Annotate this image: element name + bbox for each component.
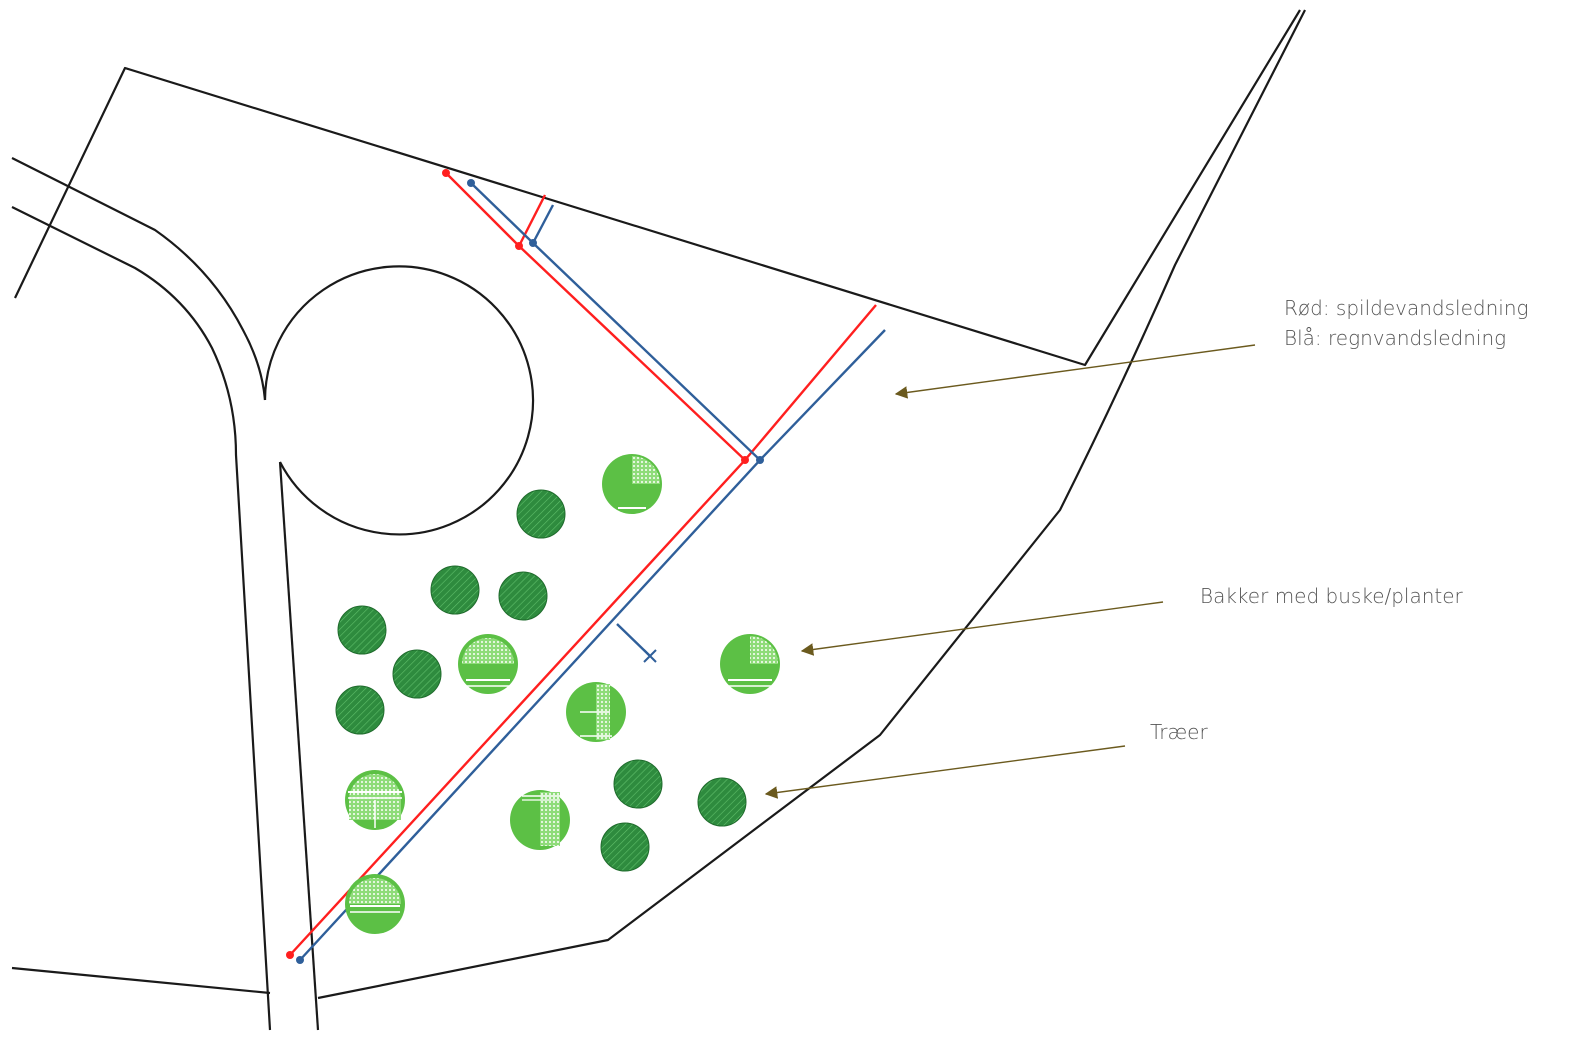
road-edge-south xyxy=(11,206,272,1031)
tree-icon xyxy=(600,822,650,872)
road-edge-inner xyxy=(278,461,320,1031)
tree-icon xyxy=(498,571,548,621)
trees-arrow xyxy=(764,745,1126,799)
shrub-mound-icon xyxy=(345,770,405,830)
tree-icon xyxy=(337,605,387,655)
shrub-mound-icon xyxy=(566,682,626,742)
annotation-trees: Træer xyxy=(1150,720,1208,744)
rainwater-pipes xyxy=(299,182,886,961)
building-outline xyxy=(14,9,1301,367)
road-edge-north xyxy=(11,157,267,401)
tree-icon xyxy=(516,489,566,539)
annotation-shrubs: Bakker med buske/planter xyxy=(1200,584,1463,608)
turning-circle xyxy=(263,265,535,536)
trees xyxy=(335,489,747,872)
drain-cross-icon xyxy=(643,649,657,663)
shrubs-arrow xyxy=(800,601,1164,656)
legend-rainwater: Blå: regnvandsledning xyxy=(1284,326,1507,350)
wastewater-pipes xyxy=(289,172,877,956)
tree-icon xyxy=(613,759,663,809)
tree-icon xyxy=(430,565,480,615)
tree-icon xyxy=(335,685,385,735)
shrub-mound-icon xyxy=(510,790,570,850)
tree-icon xyxy=(697,777,747,827)
shrub-mounds xyxy=(345,454,780,934)
tree-icon xyxy=(392,649,442,699)
shrub-mound-icon xyxy=(458,634,518,694)
legend-arrow xyxy=(894,344,1256,399)
shrub-mound-icon xyxy=(345,874,405,934)
slope-edge-east xyxy=(317,9,1306,1000)
legend-wastewater: Rød: spildevandsledning xyxy=(1284,296,1529,320)
shrub-mound-icon xyxy=(602,454,662,514)
parcel-edge-south xyxy=(11,966,271,995)
shrub-mound-icon xyxy=(720,634,780,694)
